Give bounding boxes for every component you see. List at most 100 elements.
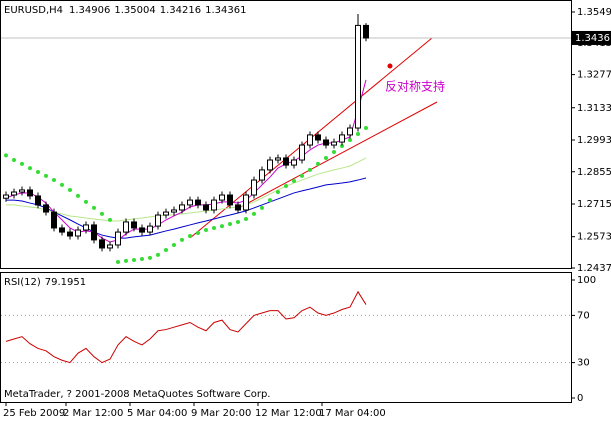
channel-handle — [387, 63, 393, 69]
y-tick-label: 1.27150 — [577, 199, 611, 210]
y-tick-label: 1.24370 — [577, 263, 611, 274]
rsi-name: RSI(12) — [4, 277, 41, 288]
sar-dot — [364, 126, 368, 131]
copyright: MetaTrader, ? 2001-2008 MetaQuotes Softw… — [4, 389, 270, 400]
x-tick-label: 5 Mar 04:00 — [127, 408, 187, 419]
sar-dot — [316, 161, 320, 166]
candle-body — [363, 24, 369, 39]
high-price: 1.35004 — [114, 5, 155, 16]
sar-dot — [212, 225, 216, 230]
sar-dot — [108, 217, 112, 222]
sar-dot — [172, 242, 176, 247]
sar-dot — [156, 252, 160, 257]
x-tick-label: 12 Mar 12:00 — [255, 408, 322, 419]
sar-dot — [324, 155, 328, 160]
rsi-value: 79.1951 — [45, 277, 86, 288]
moving-average — [6, 157, 367, 222]
sar-dot — [124, 258, 128, 263]
candle-body — [107, 244, 113, 249]
sar-dot — [92, 205, 96, 210]
candle-body — [315, 134, 321, 141]
candle-body — [331, 141, 337, 146]
sar-dot — [116, 260, 120, 265]
symbol: EURUSD,H4 — [4, 5, 63, 16]
candle-body — [11, 191, 17, 196]
candle-body — [347, 127, 353, 136]
y-tick-label: 1.35490 — [577, 7, 611, 18]
sar-dot — [220, 224, 224, 229]
low-price: 1.34216 — [160, 5, 201, 16]
sar-dot — [196, 231, 200, 236]
sar-dot — [276, 190, 280, 195]
open-price: 1.34906 — [69, 5, 110, 16]
candle-body — [155, 214, 161, 227]
candle-body — [27, 189, 33, 197]
main-pane — [0, 0, 572, 269]
sar-dot — [44, 173, 48, 178]
candle-body — [203, 204, 209, 211]
candle-body — [163, 211, 169, 216]
sar-dot — [348, 137, 352, 142]
sar-dot — [140, 257, 144, 262]
candle-body — [75, 229, 81, 237]
candle-body — [19, 189, 25, 193]
y-tick-label: 0 — [577, 393, 583, 404]
sar-dot — [244, 216, 248, 221]
sar-dot — [164, 248, 168, 253]
candle-body — [123, 221, 129, 233]
candle-body — [171, 209, 177, 213]
candle-body — [67, 231, 73, 237]
sar-dot — [36, 169, 40, 174]
sar-dot — [180, 237, 184, 242]
candle-body — [267, 159, 273, 171]
y-tick-label: 1.32770 — [577, 70, 611, 81]
current-price-label: 1.34361 — [575, 33, 611, 44]
moving-average — [6, 177, 367, 239]
candle-body — [99, 239, 105, 249]
candle-body — [227, 194, 233, 206]
sar-dot — [284, 184, 288, 189]
candle-body — [219, 194, 225, 201]
sar-dot — [148, 255, 152, 260]
sar-dot — [132, 257, 136, 262]
candle-body — [147, 225, 153, 233]
sar-dot — [60, 182, 64, 187]
close-price: 1.34361 — [205, 5, 246, 16]
candle-body — [195, 199, 201, 206]
candle-body — [251, 179, 257, 196]
candle-body — [259, 169, 265, 181]
candle-body — [299, 144, 305, 161]
sar-dot — [12, 158, 16, 163]
candle-body — [179, 204, 185, 211]
candle-body — [283, 157, 289, 166]
candle-body — [275, 157, 281, 161]
y-tick-label: 1.31330 — [577, 103, 611, 114]
candle-body — [291, 159, 297, 166]
sar-dot — [20, 161, 24, 166]
sar-dot — [76, 193, 80, 198]
rsi-pane — [0, 272, 572, 403]
sar-dot — [300, 173, 304, 178]
sar-dot — [340, 143, 344, 148]
sar-dot — [252, 211, 256, 216]
rsi-title: RSI(12) 79.1951 — [4, 277, 86, 288]
current-price-box — [572, 30, 611, 45]
x-tick-label: 2 Mar 12:00 — [63, 408, 123, 419]
moving-average — [5, 79, 367, 243]
candle-body — [211, 199, 217, 211]
chart-title: EURUSD,H4 1.34906 1.35004 1.34216 1.34361 — [4, 5, 246, 16]
sar-dot — [204, 228, 208, 233]
candle-body — [139, 227, 145, 233]
y-tick-label: 1.29930 — [577, 135, 611, 146]
candle-body — [323, 139, 329, 146]
x-tick-label: 9 Mar 20:00 — [191, 408, 251, 419]
candle-body — [43, 204, 49, 213]
candle-body — [59, 227, 65, 233]
channel-line — [234, 101, 438, 211]
sar-dot — [28, 166, 32, 171]
y-tick-label: 1.25730 — [577, 232, 611, 243]
candle-body — [35, 195, 41, 206]
sar-dot — [228, 222, 232, 227]
sar-dot — [356, 132, 360, 136]
